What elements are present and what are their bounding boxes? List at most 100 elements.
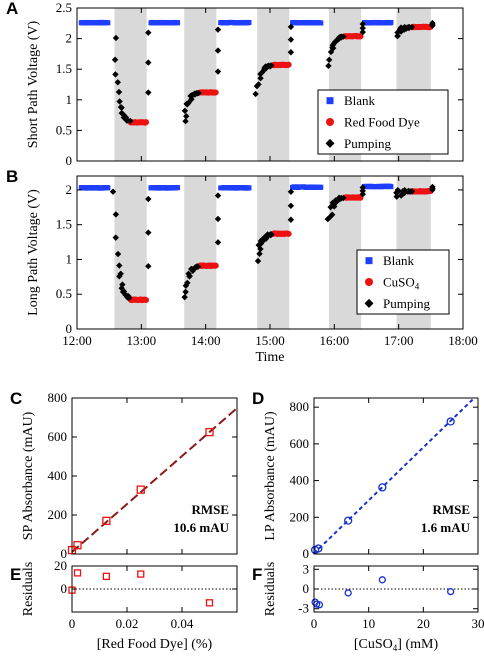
x-tick-label: 0 [69,616,76,631]
sample-point [357,33,364,40]
pumping-point [114,250,122,258]
data-point [344,516,353,525]
y-tick-label: 800 [48,390,68,405]
panel-d: 0 200 400 600 800 LP Absorbance (mAU) RMSE 1.6 … [252,389,479,561]
legend-label: CuSO4 [383,275,420,292]
pump-interval-shade [257,8,290,161]
y-tick-label: -3 [298,601,309,616]
blank-point [105,185,111,191]
pumping-point [254,257,262,265]
x-axis-label: Time [255,350,284,365]
rmse-label: RMSE [191,502,229,517]
blank-point [318,20,324,26]
y-tick-label: 1.5 [56,61,72,76]
pumping-point [185,99,192,106]
x-tick-label: 17:00 [384,333,414,348]
pumping-point [359,191,366,198]
residual-point [447,587,455,596]
pumping-point [181,293,188,301]
pumping-point [125,294,133,302]
y-tick-label: 600 [290,436,310,451]
legend-marker-sample [326,118,334,126]
pumping-point [325,62,332,70]
sample-point [143,119,150,126]
residual-point [378,576,386,584]
legend-marker-blank [365,257,373,265]
legend-label: Pumping [383,296,430,311]
residual-point [205,599,214,607]
pumping-point [253,82,261,90]
y-tick-label: 1 [66,251,73,266]
pumping-point [109,188,117,195]
pumping-point [214,192,222,199]
pumping-point [408,23,416,31]
pumping-point [287,36,295,43]
panel-a: 0 0.5 1 1.5 2 2.5 Short Path Voltage (V) A Blank… [6,0,464,168]
pumping-point [181,107,189,114]
panel-b: 0 0.5 1 1.5 2 12:00 13:00 14:00 15:00 16:00 17:00 1… [6,167,478,365]
pump-interval-shade [114,8,147,161]
y-tick-label: 0 [303,546,310,561]
pumping-point [287,216,295,223]
pumping-point [118,104,125,111]
y-tick-label: 1.5 [56,217,72,232]
legend-marker-sample [365,278,373,286]
y-tick-label: 600 [48,429,68,444]
data-point [314,544,323,553]
y-tick-label: 0.5 [56,122,72,137]
pumping-point [214,215,222,223]
pumping-point [256,250,263,257]
pumping-point [257,75,264,82]
sample-point [143,297,150,304]
y-axis-label: Short Path Voltage (V) [26,20,41,148]
pumping-point [195,89,202,97]
y-axis-label: LP Absorbance (mAU) [263,411,278,541]
y-tick-label: 3 [303,561,310,576]
panel-letter: E [10,565,21,584]
pumping-point [114,79,121,86]
pumping-point [183,113,190,120]
pumping-point [184,279,191,287]
y-tick-label: 2 [66,182,73,197]
legend-marker-blank [326,97,334,105]
pumping-point [120,111,127,118]
pumping-point [359,24,366,32]
pump-interval-shade [184,176,217,329]
pumping-point [214,239,222,246]
pumping-point [119,281,126,288]
pumping-point [112,71,119,78]
y-axis-label: Residuals [21,562,36,616]
pumping-point [329,211,336,218]
pumping-point [214,26,222,33]
legend-label: Blank [383,253,415,268]
y-tick-label: 0 [303,581,310,596]
y-tick-label: 20 [54,558,67,573]
residual-point [73,569,82,577]
pumping-point [252,90,259,98]
y-tick-label: 2.5 [56,0,72,15]
x-tick-label: 20 [417,616,430,631]
pumping-point [330,201,338,208]
pump-interval-shade [114,176,147,329]
plot-frame [313,397,479,555]
x-tick-label: 0 [311,616,318,631]
sample-point [212,262,219,269]
residual-point [137,570,145,578]
rmse-value: 10.6 mAU [173,520,229,535]
pumping-point [268,231,275,238]
pumping-point [287,49,295,56]
x-tick-label: 30 [472,616,484,631]
pumping-point [429,19,436,27]
blank-point [175,20,181,26]
pumping-point [359,20,366,28]
pumping-point [145,89,152,96]
pumping-point [115,88,123,96]
y-tick-label: 1 [66,92,73,107]
y-tick-label: 2 [66,31,73,46]
y-tick-label: 0 [66,153,73,168]
pumping-point [116,262,123,269]
y-tick-label: 200 [290,509,310,524]
residual-point [344,589,352,597]
